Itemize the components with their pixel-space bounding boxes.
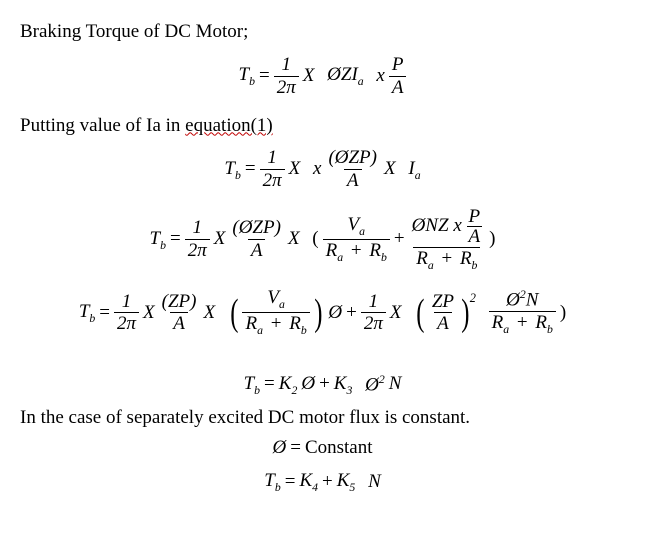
- equation-1: Tb = 12π X ØZIa x PA: [20, 55, 625, 98]
- equation-3: Tb = 12π X (ØZP)A X ( Va Ra + Rb + ØNZ x…: [20, 207, 625, 272]
- equation-5: Tb = K2 Ø + K3 Ø2 N: [20, 372, 625, 398]
- equation-6: Ø = Constant: [20, 436, 625, 461]
- equation-ref: equation(1): [185, 115, 273, 136]
- equation-4: Tb = 12π X (ZP)A X ( Va Ra + Rb ) Ø + 12…: [20, 288, 625, 337]
- putting-value-line: Putting value of Ia in equation(1): [20, 114, 625, 139]
- heading-line: Braking Torque of DC Motor;: [20, 20, 625, 45]
- equation-2: Tb = 12π X x (ØZP)A X Ia: [20, 148, 625, 191]
- constant-flux-line: In the case of separately excited DC mot…: [20, 406, 625, 431]
- equation-7: Tb = K4 + K5 N: [20, 469, 625, 495]
